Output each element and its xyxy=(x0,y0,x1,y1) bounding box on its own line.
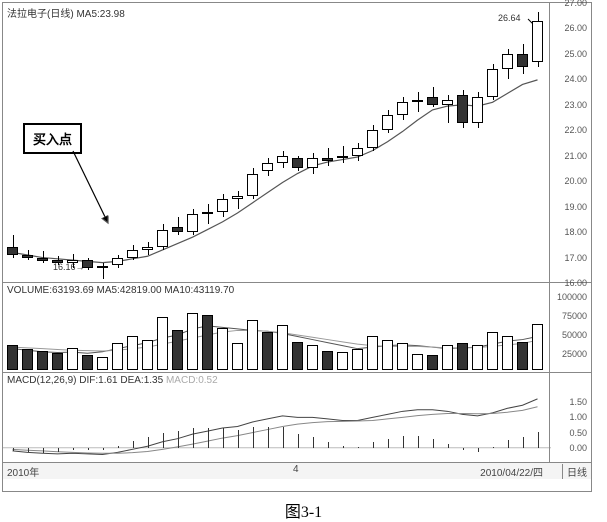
footer-left: 2010年 xyxy=(7,464,39,479)
macd-hist-bar xyxy=(358,447,359,448)
volume-bar xyxy=(202,315,213,370)
macd-hist-bar xyxy=(538,432,539,448)
macd-lines xyxy=(3,373,551,463)
volume-bar xyxy=(457,343,468,370)
volume-bar xyxy=(67,348,78,370)
macd-hist-bar xyxy=(223,428,224,448)
volume-bar xyxy=(37,351,48,370)
macd-hist-bar xyxy=(133,441,134,448)
volume-bar xyxy=(22,349,33,370)
macd-hist-bar xyxy=(478,448,479,452)
macd-hist-bar xyxy=(253,427,254,448)
macd-panel: MACD(12,26,9) DIF:1.61 DEA:1.35 MACD:0.5… xyxy=(3,373,591,463)
macd-hist-bar xyxy=(493,447,494,448)
footer-mode: 日线 xyxy=(562,464,587,479)
macd-hist-bar xyxy=(433,439,434,448)
volume-bar xyxy=(52,353,63,370)
macd-hist-bar xyxy=(448,444,449,448)
volume-bar xyxy=(277,325,288,370)
volume-bar xyxy=(352,349,363,370)
volume-bar xyxy=(217,328,228,370)
macd-hist-bar xyxy=(13,448,14,451)
macd-hist-bar xyxy=(418,436,419,448)
macd-header-sub: MACD:0.52 xyxy=(166,375,218,386)
macd-hist-bar xyxy=(523,437,524,447)
macd-hist-bar xyxy=(508,440,509,448)
volume-bar xyxy=(232,343,243,370)
macd-plot xyxy=(3,373,549,462)
buy-annotation: 买入点 xyxy=(23,123,82,154)
volume-bar xyxy=(442,345,453,370)
macd-hist-bar xyxy=(58,448,59,452)
volume-bar xyxy=(397,343,408,370)
price-header: 法拉电子(日线) MA5:23.98 xyxy=(7,5,125,20)
macd-hist-bar xyxy=(463,448,464,450)
macd-hist-bar xyxy=(163,433,164,448)
price-panel: 法拉电子(日线) MA5:23.98 买入点 16.16→ 26.64 16.0… xyxy=(3,3,591,283)
volume-bar xyxy=(382,340,393,370)
volume-bar xyxy=(472,345,483,370)
macd-hist-bar xyxy=(313,437,314,447)
volume-bar xyxy=(7,345,18,370)
volume-bar xyxy=(127,336,138,370)
macd-header-main: MACD(12,26,9) DIF:1.61 DEA:1.35 xyxy=(7,375,163,386)
macd-hist-bar xyxy=(28,448,29,452)
volume-bar xyxy=(517,342,528,370)
price-y-axis: 16.0017.0018.0019.0020.0021.0022.0023.00… xyxy=(549,3,589,282)
figure-caption: 图3-1 xyxy=(0,498,607,522)
macd-hist-bar xyxy=(373,442,374,448)
macd-hist-bar xyxy=(148,437,149,447)
price-ma-line xyxy=(3,3,551,283)
price-plot: 买入点 16.16→ 26.64 xyxy=(3,3,549,282)
macd-hist-bar xyxy=(343,446,344,448)
volume-bar xyxy=(307,345,318,370)
macd-hist-bar xyxy=(118,446,119,448)
macd-hist-bar xyxy=(298,434,299,447)
volume-bar xyxy=(292,342,303,370)
volume-bar xyxy=(367,336,378,370)
macd-hist-bar xyxy=(178,431,179,447)
macd-hist-bar xyxy=(208,428,209,448)
volume-panel: VOLUME:63193.69 MA5:42819.00 MA10:43119.… xyxy=(3,283,591,373)
volume-bar xyxy=(427,355,438,370)
volume-bar xyxy=(97,357,108,370)
volume-bar xyxy=(247,320,258,370)
volume-bar xyxy=(157,317,168,370)
volume-y-axis: 250005000075000100000 xyxy=(549,283,589,372)
volume-bar xyxy=(322,351,333,370)
volume-bar xyxy=(532,324,543,370)
macd-hist-bar xyxy=(88,448,89,450)
time-axis: 2010年 4 2010/04/22/四 日线 xyxy=(3,463,591,479)
macd-y-axis: 0.000.501.001.50 xyxy=(549,373,589,462)
volume-bar xyxy=(112,343,123,370)
footer-mid: 4 xyxy=(293,464,299,475)
macd-hist-bar xyxy=(193,428,194,448)
volume-bar xyxy=(502,336,513,370)
macd-header: MACD(12,26,9) DIF:1.61 DEA:1.35 MACD:0.5… xyxy=(7,375,218,386)
footer-right: 2010/04/22/四 xyxy=(480,464,543,479)
macd-hist-bar xyxy=(268,427,269,448)
volume-bar xyxy=(262,332,273,370)
volume-bar xyxy=(487,332,498,370)
volume-bar xyxy=(337,352,348,370)
macd-hist-bar xyxy=(73,448,74,450)
macd-hist-bar xyxy=(388,439,389,448)
annotation-arrow xyxy=(3,3,551,283)
macd-hist-bar xyxy=(403,436,404,448)
volume-bar xyxy=(187,313,198,370)
volume-bar xyxy=(172,330,183,370)
high-label: 26.64 xyxy=(498,13,521,23)
macd-hist-bar xyxy=(238,430,239,448)
volume-plot xyxy=(3,283,549,372)
volume-bar xyxy=(412,354,423,370)
stock-chart: 法拉电子(日线) MA5:23.98 买入点 16.16→ 26.64 16.0… xyxy=(2,2,592,492)
macd-hist-bar xyxy=(103,448,104,450)
macd-hist-bar xyxy=(43,448,44,453)
macd-hist-bar xyxy=(328,442,329,447)
macd-hist-bar xyxy=(283,427,284,448)
volume-bar xyxy=(142,340,153,370)
volume-header: VOLUME:63193.69 MA5:42819.00 MA10:43119.… xyxy=(7,285,234,296)
volume-bar xyxy=(82,355,93,370)
